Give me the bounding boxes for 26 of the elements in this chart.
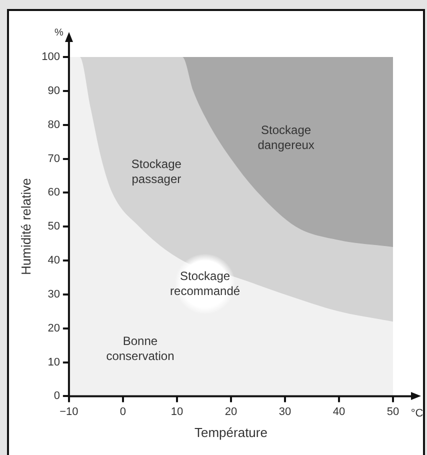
y-tick-label: 100 [42,51,60,64]
y-tick-label: 10 [48,356,60,368]
y-tick-label: 30 [48,288,60,300]
x-tick-label: 20 [224,406,238,418]
x-tick-label: 10 [170,406,184,418]
y-tick-label: 40 [48,254,60,267]
y-tick-label: 70 [48,152,60,165]
annotation: Bonne conservation [106,334,174,364]
x-tick-label: 40 [332,406,346,418]
text: °C [410,406,424,422]
x-tick-label: 0 [120,406,126,418]
annotation: Stockage passager [131,157,182,188]
x-axis-title: Température [194,424,268,440]
annotation: Stockage recommandé [170,269,240,300]
y-tick-label: 0 [54,390,60,402]
x-tick-label: −10 [60,406,78,418]
y-tick-label: 50 [48,220,60,233]
y-tick-label: 20 [48,322,60,334]
y-tick-label: 60 [48,186,60,199]
annotation: Stockage dangereux [258,123,314,154]
y-tick-label: 80 [48,118,60,131]
x-tick-label: 50 [386,406,400,418]
x-tick-label: 30 [278,406,292,418]
y-axis-title: Humidité relative [18,178,34,276]
y-tick-label: 90 [48,84,60,97]
text: % [54,26,64,40]
